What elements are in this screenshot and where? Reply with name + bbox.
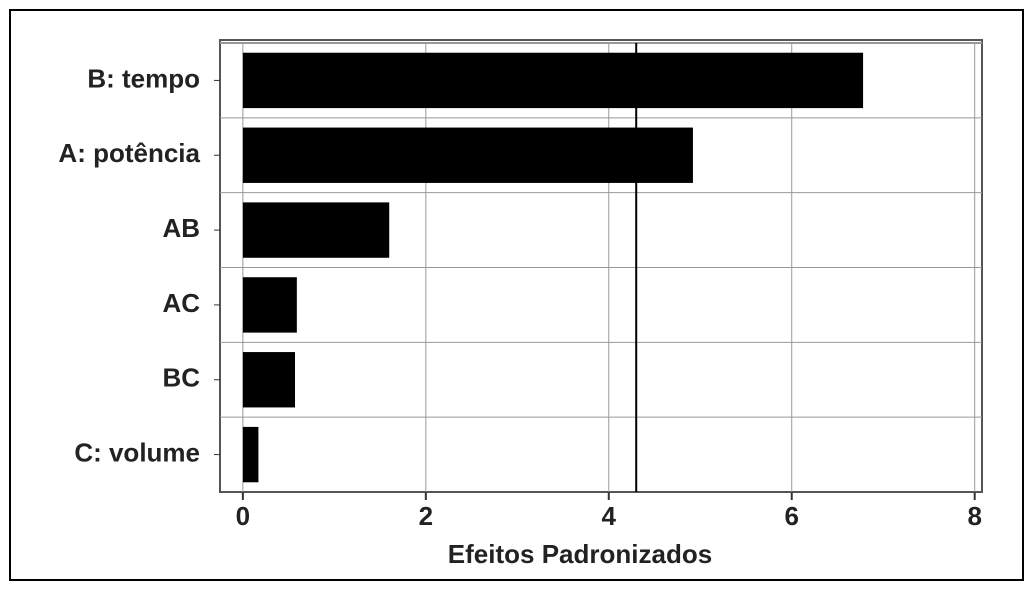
x-tick-label: 0 — [236, 501, 250, 531]
y-tick-label: B: tempo — [87, 63, 200, 93]
bar — [242, 352, 296, 408]
x-tick-label: 6 — [784, 501, 798, 531]
y-tick-label: AC — [162, 288, 200, 318]
bar — [242, 202, 390, 258]
x-axis-label: Efeitos Padronizados — [448, 539, 712, 569]
y-tick-label: C: volume — [74, 437, 200, 467]
x-tick-label: 8 — [967, 501, 981, 531]
bar — [242, 426, 259, 483]
y-tick-label: AB — [162, 213, 200, 243]
bar — [242, 277, 297, 333]
x-tick-label: 2 — [419, 501, 433, 531]
x-tick-label: 4 — [602, 501, 617, 531]
y-tick-label: BC — [162, 363, 200, 393]
bar — [242, 127, 693, 183]
bar — [242, 52, 864, 109]
y-tick-label: A: potência — [58, 138, 200, 168]
